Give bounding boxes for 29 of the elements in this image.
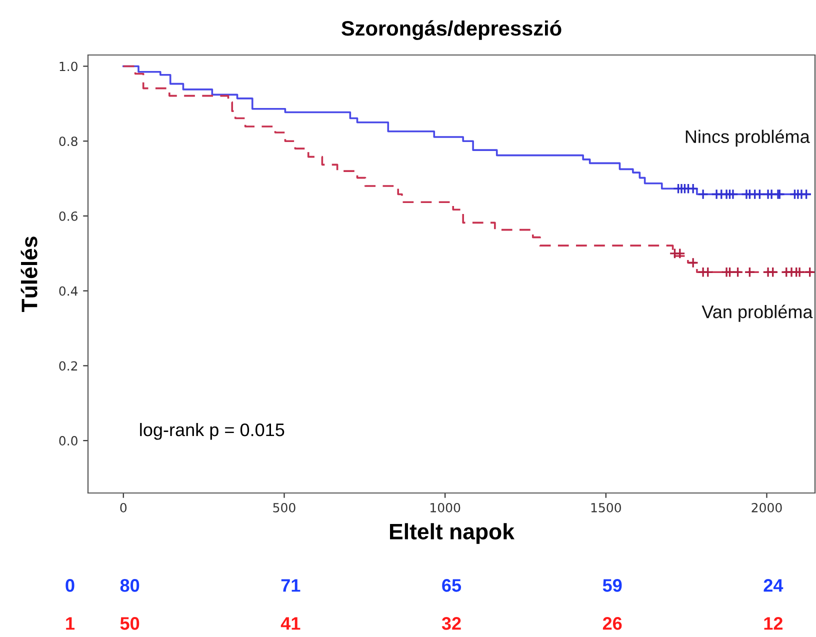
text: 0 bbox=[66, 579, 74, 592]
text: 12 bbox=[764, 617, 782, 630]
text: 32 bbox=[442, 617, 461, 630]
text: 24 bbox=[764, 579, 784, 592]
y-axis-title: Túlélés bbox=[20, 236, 38, 312]
x-tick-label: 1500 bbox=[591, 502, 621, 512]
text: Nincs probléma bbox=[686, 130, 810, 147]
x-axis-title: Eltelt napok bbox=[390, 523, 514, 544]
y-tick-label: 0.8 bbox=[59, 136, 78, 146]
text: 80 bbox=[120, 579, 140, 592]
chart-title: Szorongás/depresszió bbox=[342, 20, 562, 40]
text: 71 bbox=[281, 579, 300, 592]
x-tick-label: 0 bbox=[120, 502, 127, 512]
text: 41 bbox=[280, 617, 300, 630]
y-tick-label: 0.4 bbox=[59, 286, 78, 296]
y-tick-label: 0.0 bbox=[59, 436, 78, 446]
x-tick-label: 1000 bbox=[430, 502, 460, 512]
annotation: log-rank p = 0.015 bbox=[140, 422, 284, 440]
y-tick-label: 1.0 bbox=[60, 62, 78, 72]
text: 1 bbox=[66, 617, 75, 630]
y-tick-label: 0.2 bbox=[59, 361, 78, 371]
text: 59 bbox=[602, 579, 622, 592]
x-tick-label: 500 bbox=[273, 502, 296, 512]
x-tick-label: 2000 bbox=[752, 502, 782, 512]
text: 26 bbox=[602, 617, 622, 630]
text: 65 bbox=[442, 579, 462, 592]
series-label: Van probléma bbox=[702, 304, 813, 322]
y-tick-label: 0.6 bbox=[59, 211, 78, 221]
text: 50 bbox=[120, 617, 140, 630]
